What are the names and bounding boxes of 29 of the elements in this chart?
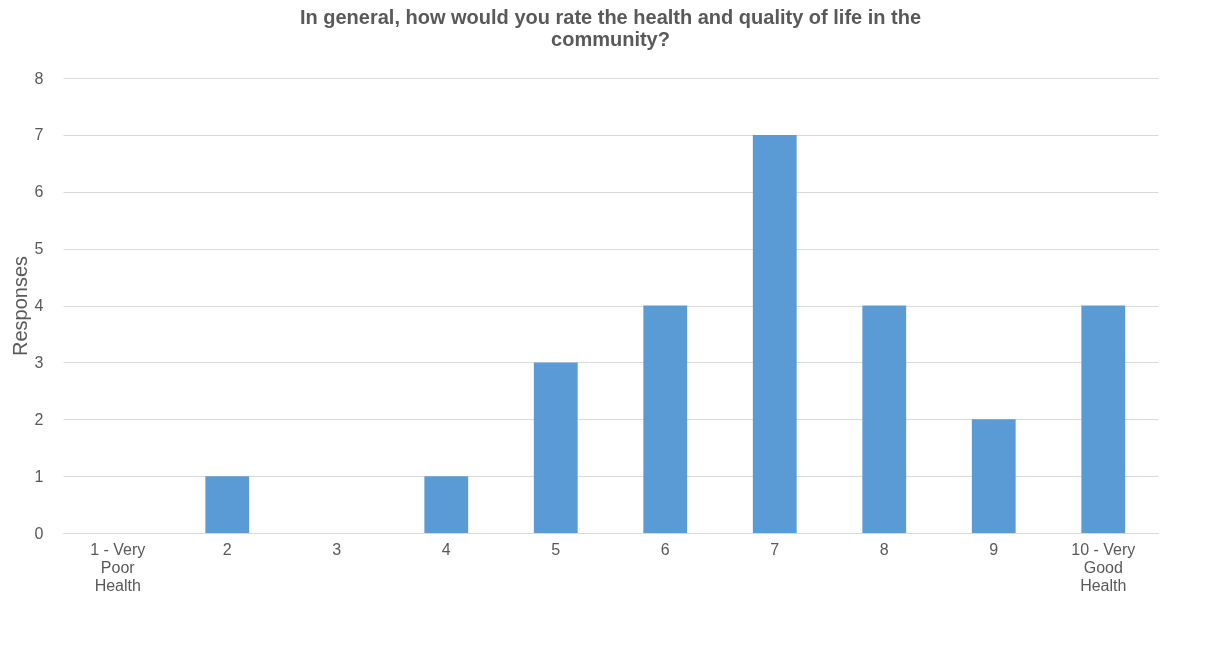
x-tick-label: 9: [989, 540, 999, 558]
x-tick-label: 7: [770, 540, 780, 558]
y-axis-title: Responses: [8, 255, 31, 357]
y-tick-label: 8: [34, 69, 44, 87]
bar: [862, 305, 907, 533]
y-tick-label: 2: [34, 410, 44, 428]
y-tick-label: 7: [34, 126, 44, 144]
bar: [424, 476, 469, 533]
x-tick-label: 6: [660, 540, 670, 558]
y-tick-label: 5: [34, 240, 44, 258]
x-tick-label: 3: [332, 540, 342, 558]
bar: [971, 419, 1016, 533]
x-tick-label: 4: [441, 540, 451, 558]
bar: [533, 362, 578, 533]
y-tick-label: 3: [34, 353, 44, 371]
x-tick-label: 2: [222, 540, 232, 558]
x-tick-label: 10 - Very Good Health: [1071, 540, 1136, 594]
y-tick-label: 1: [34, 467, 44, 485]
x-tick-label: 8: [879, 540, 889, 558]
y-tick-label: 4: [34, 297, 44, 314]
bar: [205, 476, 250, 533]
y-tick-label: 0: [34, 524, 44, 542]
bar: [1081, 305, 1126, 533]
x-tick-label: 1 - Very Poor Health: [90, 540, 146, 594]
x-tick-label: 5: [551, 540, 561, 558]
chart-title: In general, how would you rate the health and quality of life in the community?: [299, 6, 922, 50]
y-tick-label: 6: [34, 183, 44, 201]
bar: [643, 305, 688, 533]
bar: [752, 134, 797, 533]
